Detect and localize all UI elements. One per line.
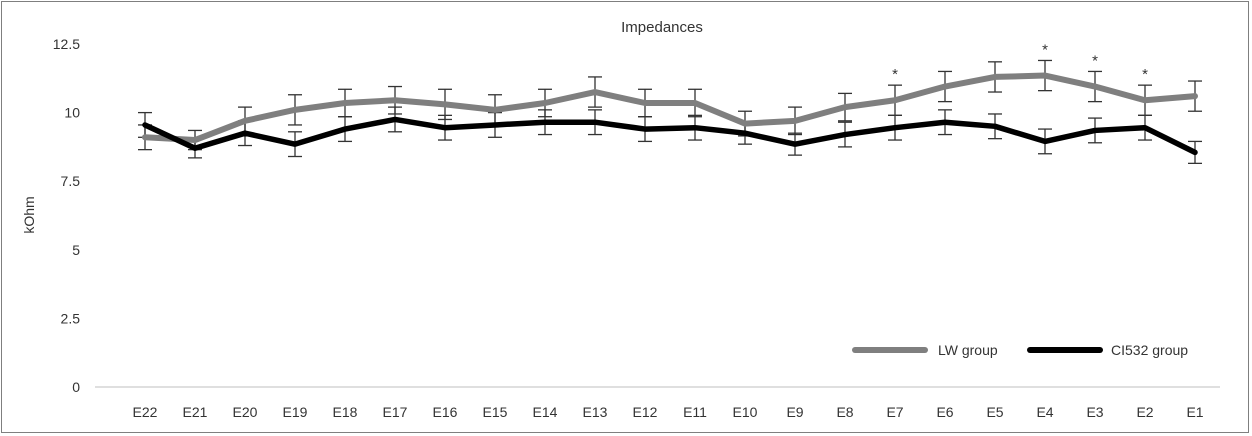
x-tick-label: E8 <box>836 404 853 420</box>
legend-label: CI532 group <box>1111 342 1188 358</box>
legend: LW group CI532 group <box>852 342 1188 358</box>
x-tick-label: E10 <box>733 404 758 420</box>
y-tick-label: 5 <box>72 242 80 258</box>
x-tick-label: E14 <box>533 404 558 420</box>
y-tick-label: 10 <box>64 105 80 121</box>
x-tick-label: E16 <box>433 404 458 420</box>
series-line-ci532-group <box>142 116 1198 156</box>
x-tick-label: E13 <box>583 404 608 420</box>
series-lines <box>142 72 1198 156</box>
y-tick-label: 0 <box>72 379 80 395</box>
significance-markers: * * * * <box>892 41 1148 83</box>
x-tick-label: E22 <box>133 404 158 420</box>
legend-item: LW group <box>852 342 998 358</box>
y-tick-label: 2.5 <box>61 310 81 326</box>
x-tick-label: E21 <box>183 404 208 420</box>
x-tick-label: E19 <box>283 404 308 420</box>
y-tick-label: 12.5 <box>53 36 80 52</box>
x-tick-label: E2 <box>1136 404 1153 420</box>
y-axis-label: kOhm <box>21 196 37 233</box>
x-tick-label: E15 <box>483 404 508 420</box>
x-tick-label: E9 <box>786 404 803 420</box>
significance-star: * <box>1142 66 1148 83</box>
legend-item: CI532 group <box>1027 342 1188 358</box>
x-tick-label: E5 <box>986 404 1003 420</box>
x-tick-label: E12 <box>633 404 658 420</box>
significance-star: * <box>892 66 898 83</box>
legend-label: LW group <box>938 342 998 358</box>
x-tick-label: E11 <box>683 404 707 420</box>
axes: 0 2.5 5 7.5 10 12.5 E22 E21 E20 E19 E18 E17 E16 E15 E1… <box>53 36 1220 420</box>
chart-title: Impedances <box>621 19 703 36</box>
x-tick-label: E3 <box>1086 404 1103 420</box>
x-tick-label: E20 <box>233 404 258 420</box>
x-tick-label: E4 <box>1036 404 1053 420</box>
significance-star: * <box>1092 52 1098 69</box>
series-line-lw-group <box>142 72 1198 144</box>
y-tick-label: 7.5 <box>61 173 81 189</box>
x-tick-label: E7 <box>886 404 903 420</box>
x-tick-label: E17 <box>383 404 408 420</box>
x-tick-label: E6 <box>936 404 953 420</box>
significance-star: * <box>1042 41 1048 58</box>
x-tick-label: E1 <box>1186 404 1203 420</box>
x-tick-label: E18 <box>333 404 358 420</box>
